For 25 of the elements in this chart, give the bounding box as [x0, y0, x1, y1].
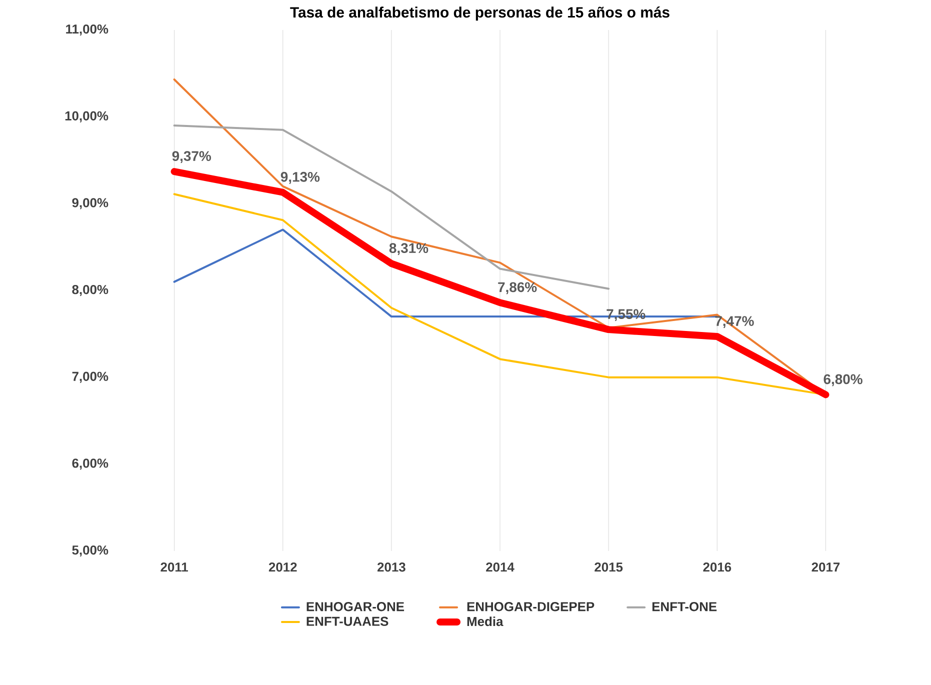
data-label: 6,80%: [824, 374, 862, 386]
chart-title: Tasa de analfabetismo de personas de 15 años o más: [290, 6, 670, 21]
x-tick-label: 2011: [160, 562, 188, 572]
x-tick-label: 2014: [486, 562, 514, 572]
legend-label: ENFT-UAAES: [306, 616, 388, 626]
legend-label: ENHOGAR-DIGEPEP: [467, 602, 594, 612]
data-label: 9,37%: [172, 151, 211, 163]
x-tick-label: 2016: [703, 562, 732, 572]
x-tick-label: 2017: [812, 562, 840, 572]
legend-label: Media: [467, 616, 504, 626]
y-tick-label: 8,00%: [72, 284, 108, 296]
data-label: 9,13%: [280, 172, 320, 184]
y-tick-label: 7,00%: [72, 372, 108, 383]
y-tick-label: 6,00%: [72, 458, 108, 470]
x-tick-label: 2015: [594, 562, 623, 572]
data-label: 8,31%: [389, 243, 428, 256]
legend-label: ENHOGAR-ONE: [306, 602, 404, 612]
y-tick-label: 11,00%: [66, 24, 108, 36]
y-tick-label: 9,00%: [72, 198, 108, 210]
data-label: 7,86%: [498, 282, 537, 294]
y-tick-label: 5,00%: [72, 545, 108, 557]
x-tick-label: 2012: [268, 562, 297, 572]
y-tick-label: 10,00%: [65, 111, 108, 122]
legend-label: ENFT-ONE: [652, 602, 717, 612]
x-tick-label: 2013: [377, 562, 406, 572]
